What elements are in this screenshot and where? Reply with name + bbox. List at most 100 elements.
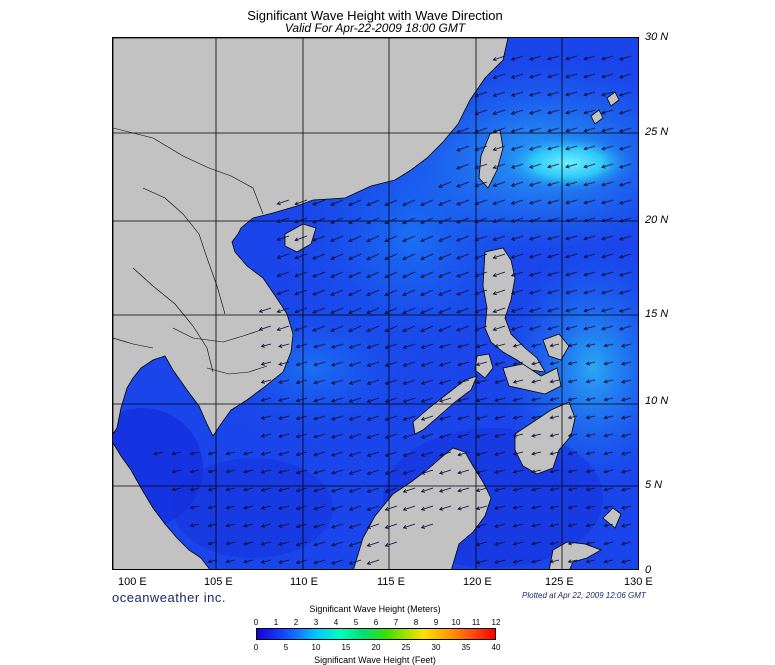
wave-direction-arrowhead — [565, 272, 570, 277]
wave-direction-arrowhead — [420, 380, 426, 385]
wave-direction-arrowhead — [512, 541, 518, 546]
wave-direction-arrowhead — [528, 272, 534, 277]
wave-direction-arrow — [277, 307, 290, 313]
wave-direction-arrowhead — [331, 398, 336, 403]
wave-direction-arrow — [601, 127, 614, 132]
wave-direction-arrowhead — [456, 255, 461, 260]
wave-direction-arrowhead — [603, 523, 608, 528]
wave-direction-arrow — [348, 289, 362, 296]
wave-direction-arrow — [550, 451, 560, 455]
wave-direction-arrowhead — [510, 74, 516, 79]
wave-direction-arrow — [531, 487, 542, 491]
wave-direction-arrowhead — [260, 541, 265, 546]
wave-direction-arrowhead — [366, 256, 371, 260]
wave-direction-arrowhead — [225, 469, 230, 474]
wave-direction-arrow — [330, 325, 344, 332]
wave-direction-arrowhead — [276, 219, 281, 223]
wave-direction-arrowhead — [621, 379, 626, 384]
wave-direction-arrowhead — [243, 559, 248, 564]
wave-direction-arrowhead — [456, 147, 461, 152]
wave-direction-arrowhead — [549, 433, 554, 438]
wave-direction-arrow — [586, 469, 596, 473]
wave-direction-arrow — [384, 253, 398, 260]
wave-direction-arrowhead — [331, 488, 336, 493]
wave-direction-arrow — [172, 451, 182, 455]
wave-direction-arrow — [208, 505, 218, 509]
wave-direction-arrow — [367, 487, 380, 493]
wave-direction-arrow — [296, 487, 308, 492]
wave-direction-arrow — [550, 397, 560, 401]
wave-direction-arrow — [513, 469, 524, 473]
wave-direction-arrowhead — [528, 326, 534, 331]
wave-direction-arrowhead — [565, 74, 570, 79]
wave-direction-arrow — [313, 523, 326, 528]
wave-direction-arrow — [296, 559, 308, 564]
wave-direction-arrow — [565, 163, 578, 168]
wave-height-colorbar — [256, 628, 496, 640]
wave-direction-arrow — [277, 199, 290, 205]
legend-meters-tick: 11 — [471, 618, 481, 627]
wave-direction-arrowhead — [366, 220, 371, 224]
wave-direction-arrowhead — [330, 255, 335, 260]
wave-direction-arrow — [366, 289, 380, 296]
wave-direction-arrowhead — [402, 399, 407, 403]
wave-direction-arrowhead — [384, 345, 389, 349]
wave-direction-arrow — [513, 379, 524, 383]
wave-direction-arrow — [312, 289, 326, 296]
wave-direction-arrow — [313, 451, 326, 456]
wave-direction-arrow — [367, 541, 380, 547]
wave-direction-arrowhead — [420, 274, 425, 278]
lon-label-120e: 120 E — [463, 576, 492, 588]
wave-direction-arrowhead — [384, 274, 389, 278]
wave-direction-arrowhead — [547, 164, 552, 169]
wave-direction-arrow — [312, 325, 326, 332]
wave-direction-arrow — [493, 289, 506, 295]
wave-direction-arrow — [601, 55, 614, 60]
wave-direction-arrowhead — [528, 164, 534, 169]
wave-direction-arrowhead — [619, 110, 624, 115]
wave-direction-arrow — [439, 451, 452, 456]
wave-direction-arrow — [243, 469, 254, 473]
wave-direction-arrow — [604, 505, 614, 509]
wave-direction-arrowhead — [348, 434, 354, 439]
wave-direction-arrow — [547, 127, 560, 132]
wave-direction-arrow — [367, 523, 380, 529]
wave-direction-arrow — [294, 307, 308, 313]
wave-direction-arrow — [294, 235, 308, 241]
wave-direction-arrow — [384, 307, 398, 314]
wave-direction-arrowhead — [601, 254, 606, 259]
wave-direction-arrow — [331, 361, 344, 366]
legend-meters-tick: 4 — [333, 618, 339, 627]
wave-direction-arrow — [475, 163, 488, 169]
wave-direction-arrow — [547, 271, 560, 276]
wave-direction-arrow — [583, 271, 596, 276]
wave-direction-arrowhead — [474, 291, 479, 296]
wave-direction-arrowhead — [585, 433, 591, 438]
wave-direction-arrow — [531, 505, 542, 509]
wave-direction-arrow — [366, 253, 380, 260]
wave-direction-arrowhead — [492, 327, 497, 331]
wave-direction-arrow — [313, 541, 326, 546]
wave-direction-arrow — [296, 505, 308, 510]
wave-direction-arrowhead — [531, 559, 536, 564]
wave-direction-arrow — [550, 343, 560, 347]
wave-direction-arrowhead — [565, 164, 570, 169]
wave-direction-arrow — [583, 181, 596, 186]
wave-direction-arrow — [604, 343, 614, 347]
wave-direction-arrowhead — [348, 202, 353, 206]
wave-direction-arrowhead — [547, 218, 552, 223]
wave-direction-arrowhead — [565, 128, 570, 133]
wave-direction-arrow — [296, 379, 308, 384]
wave-direction-arrowhead — [603, 559, 608, 564]
wave-direction-arrowhead — [565, 200, 570, 205]
wave-direction-arrow — [278, 415, 290, 420]
wave-direction-arrowhead — [278, 398, 283, 402]
wave-direction-arrow — [349, 523, 362, 529]
wave-direction-arrowhead — [475, 416, 480, 421]
wave-direction-arrow — [494, 469, 506, 474]
legend-meters-tick: 5 — [353, 618, 359, 627]
wave-direction-arrowhead — [384, 543, 389, 547]
map-title: Significant Wave Height with Wave Direct… — [247, 8, 503, 23]
wave-direction-arrowhead — [621, 487, 626, 492]
wave-direction-arrowhead — [585, 361, 591, 366]
